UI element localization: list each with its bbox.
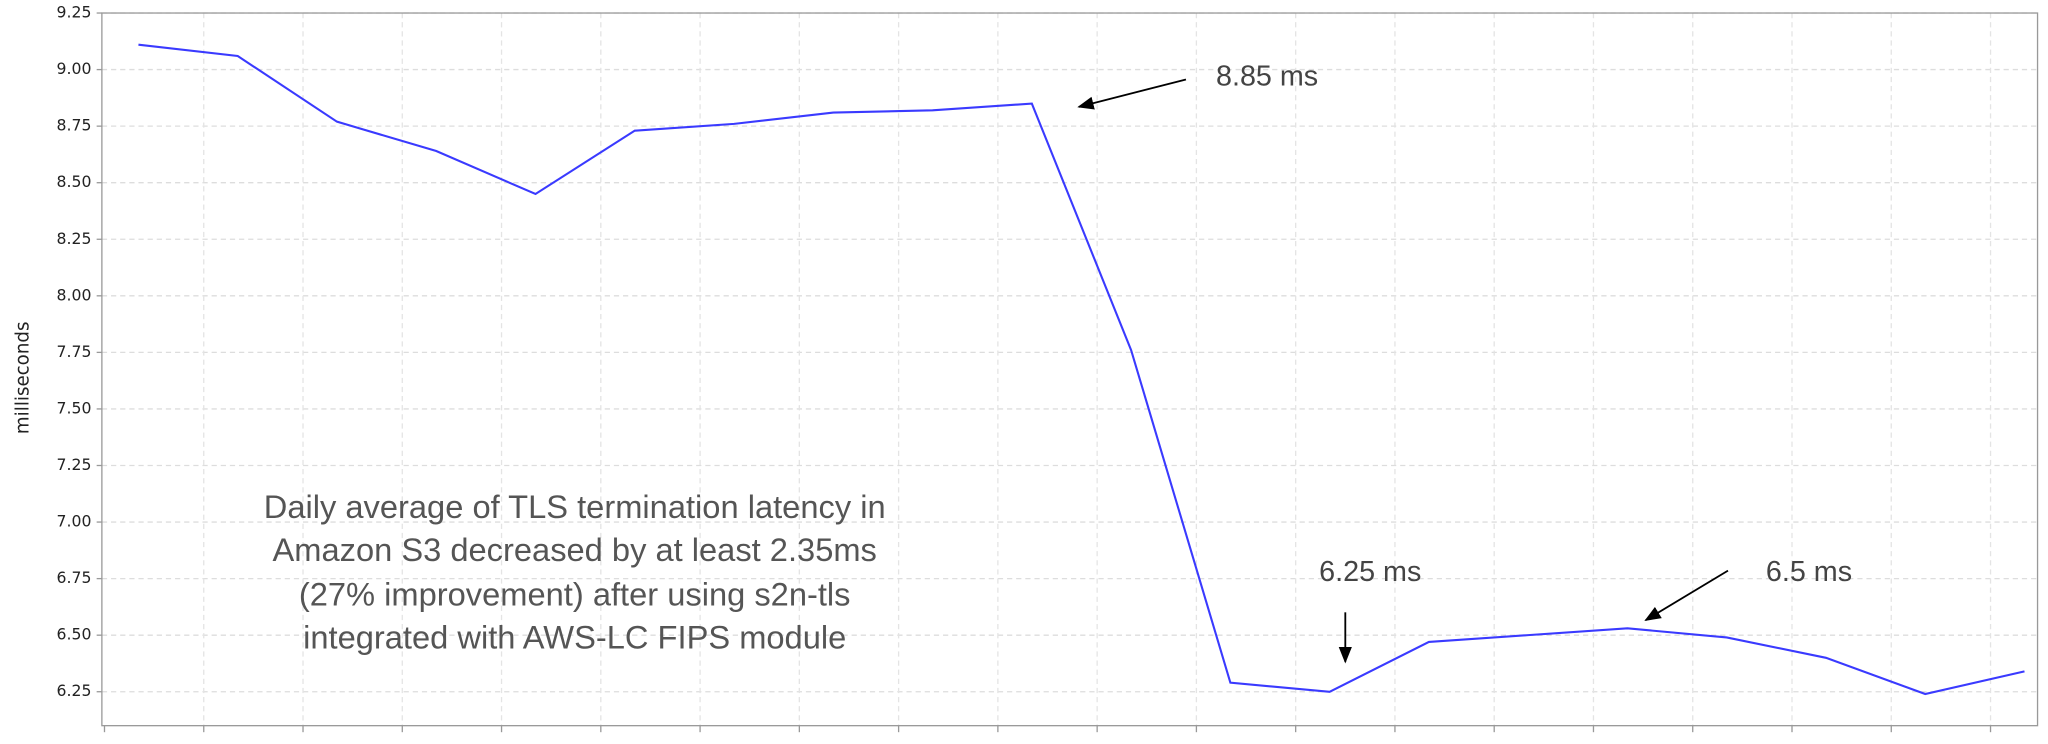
y-tick-label: 7.50 bbox=[57, 398, 92, 417]
note-line: (27% improvement) after using s2n-tls bbox=[299, 575, 851, 612]
y-tick-label: 6.50 bbox=[57, 625, 92, 644]
grid bbox=[101, 12, 2038, 726]
y-tick-label: 9.00 bbox=[57, 59, 92, 78]
annotation: 6.5 ms bbox=[1766, 556, 1852, 588]
y-tick-label: 8.25 bbox=[57, 229, 92, 248]
y-tick-label: 7.00 bbox=[57, 512, 92, 531]
y-tick-label: 8.50 bbox=[57, 172, 92, 191]
annotation: 6.25 ms bbox=[1319, 556, 1421, 588]
plot-frame bbox=[101, 12, 2039, 727]
data-line bbox=[138, 43, 2025, 696]
y-tick-label: 6.75 bbox=[57, 568, 92, 587]
note-line: Amazon S3 decreased by at least 2.35ms bbox=[273, 531, 877, 568]
y-axis-label: milliseconds bbox=[12, 322, 33, 435]
arrow bbox=[1077, 78, 1187, 110]
note-line: Daily average of TLS termination latency… bbox=[264, 488, 886, 525]
y-tick-label: 7.25 bbox=[57, 455, 92, 474]
y-tick-label: 8.00 bbox=[57, 285, 92, 304]
y-tick-label: 8.75 bbox=[57, 116, 92, 135]
y-tick-label: 6.25 bbox=[57, 681, 92, 700]
arrow bbox=[1644, 569, 1729, 621]
plot bbox=[138, 43, 2025, 696]
annotation: 8.85 ms bbox=[1216, 61, 1318, 93]
y-tick-label: 9.25 bbox=[57, 3, 92, 22]
note-line: integrated with AWS-LC FIPS module bbox=[303, 618, 846, 655]
y-tick-label: 7.75 bbox=[57, 342, 92, 361]
